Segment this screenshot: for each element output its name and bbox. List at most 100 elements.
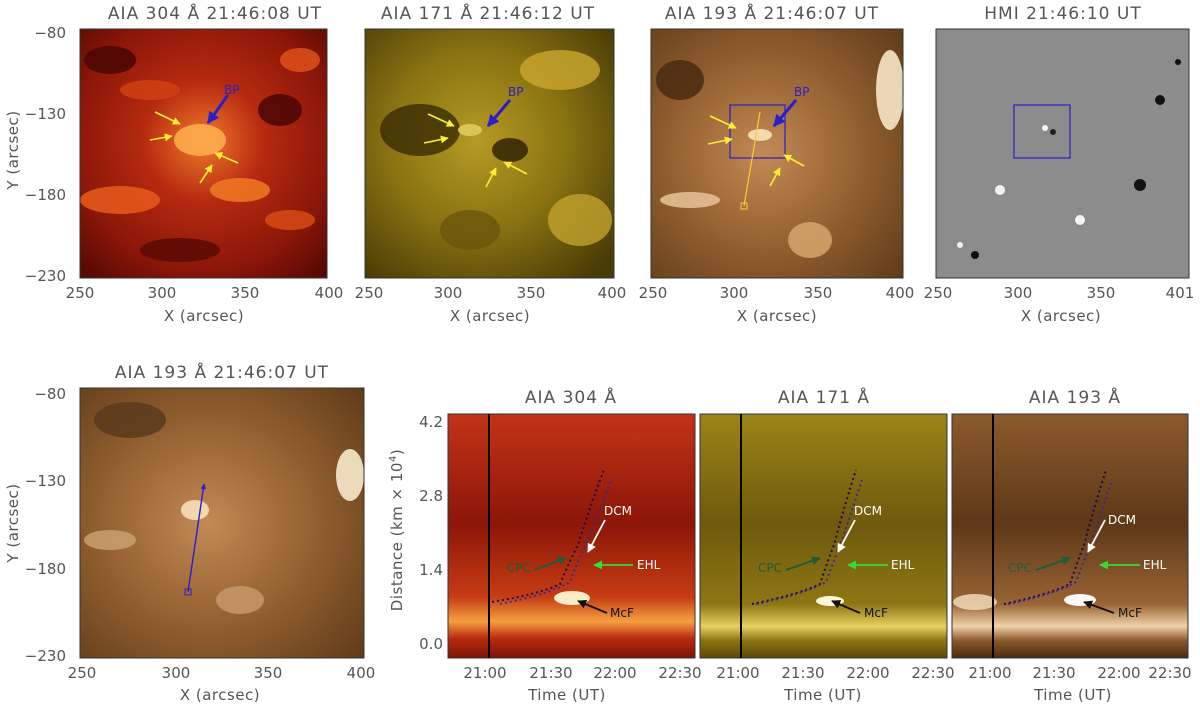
x-axis-label: Time (UT) xyxy=(783,686,862,704)
td-image xyxy=(952,414,1188,658)
x-tick: 22:30 xyxy=(911,664,954,682)
td-panel-193: AIA 193 Å DCM CPC EHL McF 21:00 21:30 22… xyxy=(951,386,1192,704)
top-x-axes: 250 300 350 400 X (arcsec) 250 300 350 4… xyxy=(66,284,1195,325)
bp-label: BP xyxy=(224,83,239,97)
aia193-panel: AIA 193 Å 21:46:07 UT BP xyxy=(650,2,904,279)
ehl-label: EHL xyxy=(1143,558,1167,572)
image-texture xyxy=(380,50,612,250)
x-tick: 401 xyxy=(1166,284,1195,302)
x-tick: 21:00 xyxy=(716,664,759,682)
image-texture xyxy=(656,50,904,258)
dcm-label: DCM xyxy=(604,504,632,518)
panel-title: AIA 193 Å 21:46:07 UT xyxy=(115,361,329,383)
mcf-label: McF xyxy=(610,606,634,620)
ehl-label: EHL xyxy=(891,558,915,572)
x-tick: 22:00 xyxy=(593,664,636,682)
distance-axis-label: Distance (km × 104) xyxy=(388,449,406,611)
x-tick: 21:30 xyxy=(781,664,824,682)
dcm-label: DCM xyxy=(1108,513,1136,527)
mcf-arrow xyxy=(1083,600,1115,614)
x-tick: 250 xyxy=(639,284,668,302)
td-panel-171: AIA 171 Å DCM CPC EHL McF 21:00 21:30 22… xyxy=(699,386,955,704)
y-tick: 4.2 xyxy=(419,413,443,431)
panel-title: AIA 171 Å xyxy=(778,386,870,408)
slit-start-marker xyxy=(740,202,748,210)
x-tick: 400 xyxy=(886,284,915,302)
y-tick: 1.4 xyxy=(419,561,443,579)
hmi-magnetogram xyxy=(936,29,1189,278)
bp-box xyxy=(1013,104,1071,159)
x-tick: 350 xyxy=(517,284,546,302)
x-tick: 300 xyxy=(148,284,177,302)
bp-arrow xyxy=(772,99,798,127)
bp-box xyxy=(729,104,786,159)
x-tick: 21:30 xyxy=(1032,664,1075,682)
fit-curve-inner xyxy=(491,469,605,603)
mcf-label: McF xyxy=(864,606,888,620)
image-texture xyxy=(84,402,364,614)
panel-frame xyxy=(79,28,328,279)
x-tick: 21:00 xyxy=(463,664,506,682)
x-tick: 21:00 xyxy=(968,664,1011,682)
panel-frame xyxy=(79,387,365,659)
y-tick: −180 xyxy=(25,560,66,578)
x-axis-label: Time (UT) xyxy=(527,686,606,704)
y-tick: −230 xyxy=(25,267,66,285)
x-axis-label: X (arcsec) xyxy=(180,686,260,704)
top-y-axis: Y (arcsec) −80 −130 −180 −230 xyxy=(4,24,66,285)
panel-title: AIA 193 Å xyxy=(1029,386,1121,408)
y-tick: −130 xyxy=(25,105,66,123)
x-tick: 300 xyxy=(720,284,749,302)
panel-title: AIA 193 Å 21:46:07 UT xyxy=(665,2,879,24)
x-tick: 22:30 xyxy=(658,664,701,682)
x-tick: 22:30 xyxy=(1148,664,1191,682)
panel-title: HMI 21:46:10 UT xyxy=(984,4,1141,24)
x-tick: 400 xyxy=(598,284,627,302)
cpc-arrow xyxy=(1035,556,1071,571)
aia171-panel: AIA 171 Å 21:46:12 UT BP xyxy=(364,2,615,279)
cpc-arrow xyxy=(533,556,567,571)
y-axis-label: Y (arcsec) xyxy=(4,110,22,190)
y-tick: −80 xyxy=(34,24,66,42)
bp-label: BP xyxy=(508,85,523,99)
bp-label: BP xyxy=(794,85,809,99)
y-tick: −230 xyxy=(25,647,66,665)
td-panel-304: AIA 304 Å DCM CPC EHL McF 21:00 21:30 22… xyxy=(447,386,702,704)
yellow-arrows xyxy=(707,115,805,187)
cpc-label: CPC xyxy=(507,561,531,575)
panel-frame xyxy=(650,28,904,279)
fit-curve-outer xyxy=(1007,479,1113,605)
panel-frame xyxy=(935,28,1190,279)
y-tick: 2.8 xyxy=(419,487,443,505)
yellow-arrows xyxy=(423,113,528,188)
panel-frame xyxy=(364,28,615,279)
x-tick: 250 xyxy=(355,284,384,302)
bp-arrow xyxy=(486,99,512,127)
y-tick: −80 xyxy=(34,385,66,403)
x-tick: 250 xyxy=(68,664,97,682)
dcm-label: DCM xyxy=(854,504,882,518)
cpc-label: CPC xyxy=(1008,561,1032,575)
x-tick: 250 xyxy=(66,284,95,302)
yellow-arrows xyxy=(149,111,239,184)
panel-title: AIA 304 Å xyxy=(525,386,617,408)
x-tick: 350 xyxy=(231,284,260,302)
td-image xyxy=(700,414,947,658)
x-tick: 350 xyxy=(1087,284,1116,302)
x-tick: 300 xyxy=(1004,284,1033,302)
x-tick: 350 xyxy=(804,284,833,302)
panel-title: AIA 304 Å 21:46:08 UT xyxy=(108,2,322,24)
dcm-arrow xyxy=(587,519,606,553)
ehl-label: EHL xyxy=(637,558,661,572)
x-tick: 22:00 xyxy=(846,664,889,682)
td-image xyxy=(448,414,695,658)
bottom-left-panel: AIA 193 Å 21:46:07 UT Y (arcsec) −80 −13… xyxy=(4,361,375,704)
panel-frame xyxy=(699,413,948,659)
y-tick: 0.0 xyxy=(419,635,443,653)
mcf-label: McF xyxy=(1118,606,1142,620)
mcf-arrow xyxy=(831,600,861,614)
x-tick: 300 xyxy=(434,284,463,302)
x-tick: 21:30 xyxy=(529,664,572,682)
x-axis-label: X (arcsec) xyxy=(737,307,817,325)
